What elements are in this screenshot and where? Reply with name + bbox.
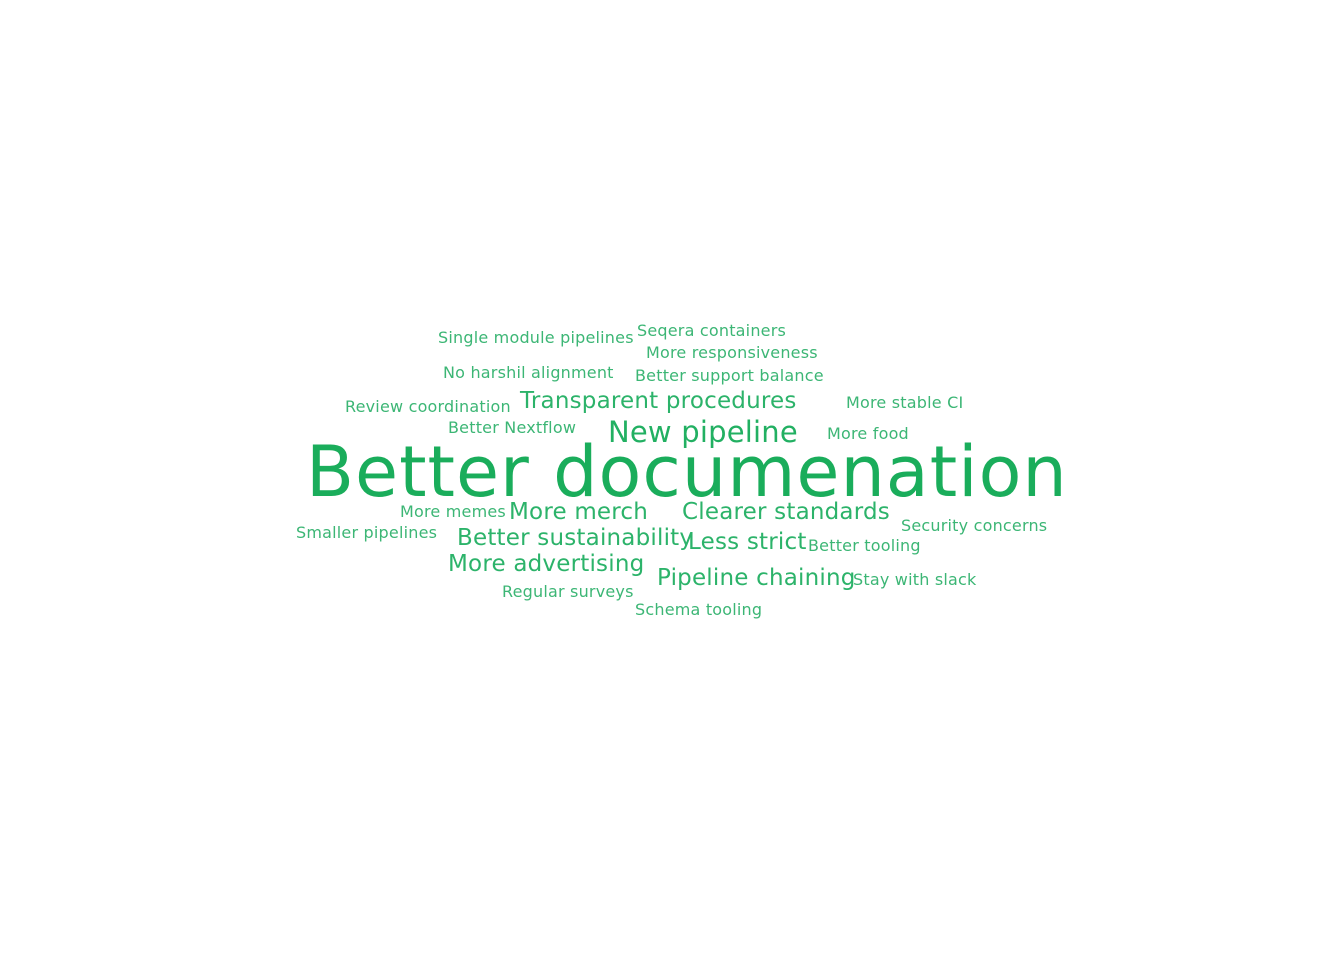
word-less-strict: Less strict bbox=[688, 529, 807, 555]
word-smaller-pipelines: Smaller pipelines bbox=[296, 523, 438, 542]
word-stay-with-slack: Stay with slack bbox=[853, 570, 977, 589]
word-more-merch: More merch bbox=[509, 499, 649, 525]
word-clearer-standards: Clearer standards bbox=[682, 499, 890, 525]
word-better-tooling: Better tooling bbox=[808, 536, 921, 555]
word-more-memes: More memes bbox=[400, 502, 506, 521]
word-no-harshil-alignment: No harshil alignment bbox=[443, 363, 614, 382]
word-more-advertising: More advertising bbox=[448, 551, 645, 577]
word-better-sustainability: Better sustainability bbox=[457, 525, 694, 551]
word-transparent-procedures: Transparent procedures bbox=[520, 388, 797, 414]
word-more-food: More food bbox=[827, 424, 909, 443]
word-better-documenation: Better documenation bbox=[306, 431, 1068, 513]
word-review-coordination: Review coordination bbox=[345, 397, 511, 416]
word-new-pipeline: New pipeline bbox=[608, 415, 798, 449]
word-seqera-containers: Seqera containers bbox=[637, 321, 787, 340]
word-schema-tooling: Schema tooling bbox=[635, 600, 763, 619]
word-security-concerns: Security concerns bbox=[901, 516, 1048, 535]
word-single-module-pipelines: Single module pipelines bbox=[438, 328, 634, 347]
word-regular-surveys: Regular surveys bbox=[502, 582, 634, 601]
word-pipeline-chaining: Pipeline chaining bbox=[657, 565, 856, 591]
word-more-stable-ci: More stable CI bbox=[846, 393, 964, 412]
word-better-nextflow: Better Nextflow bbox=[448, 418, 577, 437]
word-more-responsiveness: More responsiveness bbox=[646, 343, 818, 362]
word-better-support-balance: Better support balance bbox=[635, 366, 824, 385]
